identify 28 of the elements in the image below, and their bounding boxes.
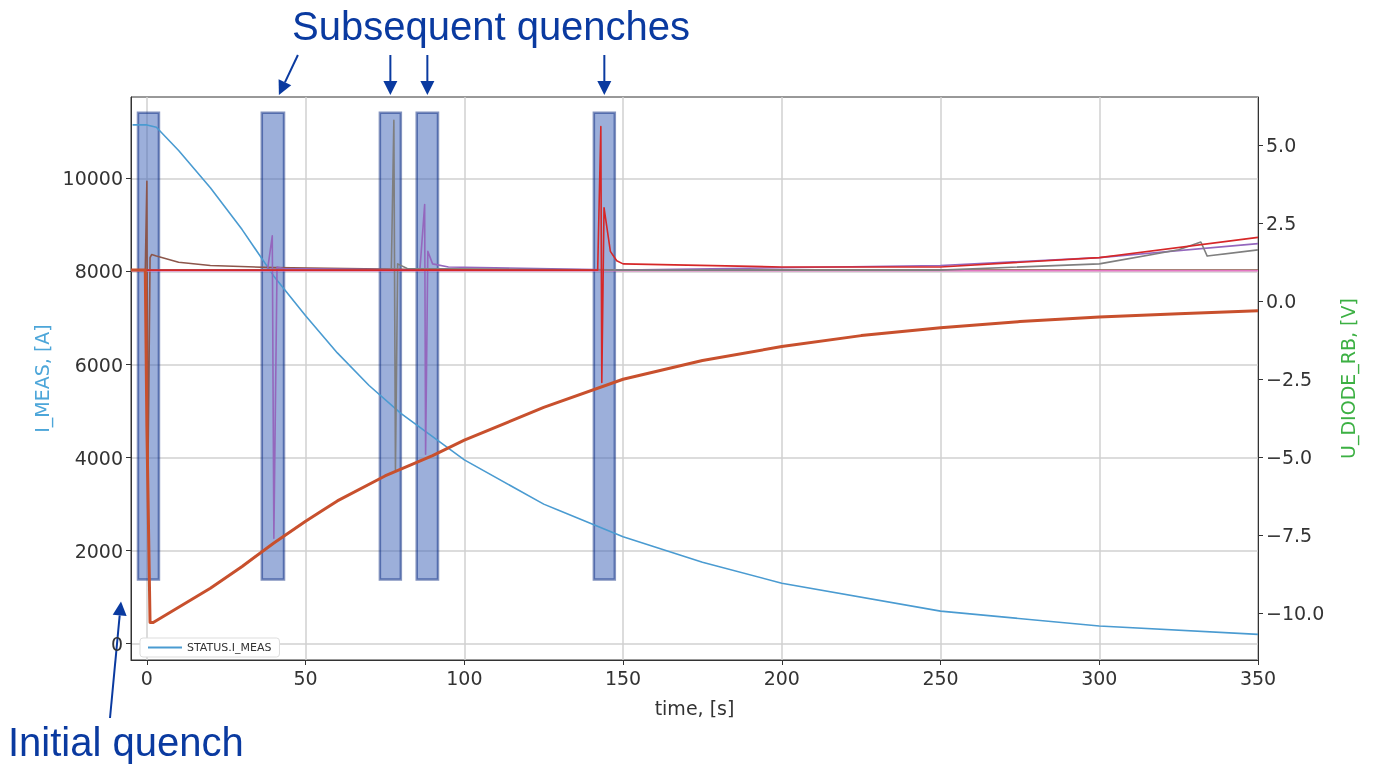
legend-label: STATUS.I_MEAS <box>187 641 272 654</box>
x-tick-label: 100 <box>446 666 483 689</box>
y2-tick-label: 2.5 <box>1266 212 1297 235</box>
y2-tick-label: −2.5 <box>1266 368 1313 391</box>
text: Subsequent quenches <box>292 4 691 48</box>
x-tick-label: 50 <box>293 666 318 689</box>
y2-tick-label: 5.0 <box>1266 134 1297 157</box>
line-series <box>129 268 1260 625</box>
y-tick-label: 4000 <box>74 446 123 469</box>
x-tick-label: 300 <box>1081 666 1118 689</box>
x-tick-label: 250 <box>922 666 959 689</box>
y2-tick-label: −7.5 <box>1266 524 1313 547</box>
y-tick-label: 10000 <box>62 167 123 190</box>
y-tick-label: 2000 <box>74 539 123 562</box>
y-tick-label: 6000 <box>74 353 123 376</box>
x-axis-title: time, [s] <box>654 696 735 719</box>
y2-tick-label: −5.0 <box>1266 446 1313 469</box>
x-tick-label: 0 <box>140 666 153 689</box>
y2-tick-label: −10.0 <box>1266 602 1325 625</box>
x-tick-label: 350 <box>1239 666 1277 689</box>
y-tick-label: 8000 <box>74 260 123 283</box>
y-axis-title: I_MEAS, [A] <box>30 324 54 433</box>
y2-tick-label: 0.0 <box>1266 290 1297 313</box>
line-series <box>131 124 1259 636</box>
y2-axis-title: U_DIODE_RB, [V] <box>1336 298 1360 459</box>
x-tick-label: 200 <box>763 666 800 689</box>
text: Initial quench <box>8 720 244 764</box>
x-tick-label: 150 <box>604 666 642 689</box>
